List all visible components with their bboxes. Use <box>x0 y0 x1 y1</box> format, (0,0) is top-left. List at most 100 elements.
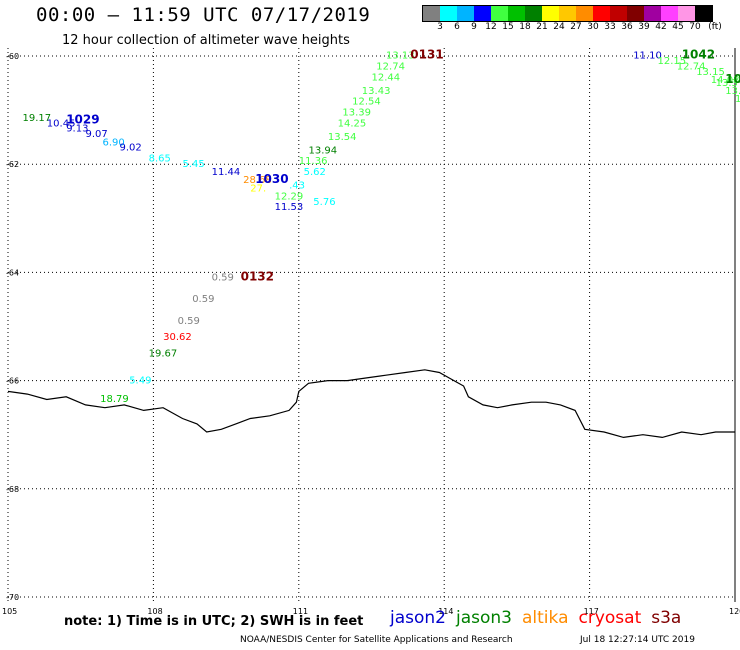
wave-height-reading: 11.44 <box>212 167 241 178</box>
page-subtitle: 12 hour collection of altimeter wave hei… <box>62 33 350 48</box>
scale-swatch <box>610 6 627 21</box>
footer-note: note: 1) Time is in UTC; 2) SWH is in fe… <box>64 614 364 629</box>
lon-label: 105 <box>2 607 17 616</box>
wave-height-reading: 12.44 <box>372 72 401 83</box>
wave-height-reading: 13.3 <box>716 78 738 89</box>
scale-swatch <box>695 6 712 21</box>
wave-height-reading: 14.25 <box>338 118 367 129</box>
lat-label: -62 <box>6 160 19 169</box>
lon-label: 117 <box>584 607 599 616</box>
scale-swatch <box>491 6 508 21</box>
scale-label: 6 <box>454 22 460 32</box>
lat-label: -66 <box>6 377 19 386</box>
wave-height-reading: 0.59 <box>192 294 214 305</box>
scale-label: 39 <box>638 22 650 32</box>
satellite-legend-item: jason3 <box>456 608 512 628</box>
satellite-legend: jason2 jason3 altika cryosat s3a <box>390 608 691 628</box>
footer-credit: NOAA/NESDIS Center for Satellite Applica… <box>240 635 513 645</box>
wave-height-reading: 11.36 <box>299 156 328 167</box>
lon-label: 114 <box>438 607 453 616</box>
track-id-label: 0131 <box>410 48 443 62</box>
lon-label: 108 <box>147 607 162 616</box>
scale-label: 27 <box>570 22 582 32</box>
wave-height-reading: 10.45 <box>47 118 76 129</box>
scale-swatch <box>644 6 661 21</box>
scale-swatch <box>440 6 457 21</box>
footer-timestamp: Jul 18 12:27:14 UTC 2019 <box>580 635 695 645</box>
scale-label: 18 <box>519 22 531 32</box>
wave-height-reading: 5.62 <box>304 167 326 178</box>
wave-height-reading: 14.08 <box>711 75 740 86</box>
scale-swatch <box>508 6 525 21</box>
wave-height-reading: 9.07 <box>86 129 108 140</box>
scale-swatch <box>593 6 610 21</box>
scale-label: 12 <box>485 22 497 32</box>
scale-swatch <box>576 6 593 21</box>
satellite-legend-item: jason2 <box>390 608 446 628</box>
wave-height-reading: 30.62 <box>163 332 192 343</box>
scale-swatch <box>559 6 576 21</box>
satellite-legend-item: cryosat <box>578 608 642 628</box>
scale-label: 15 <box>502 22 514 32</box>
wave-height-reading: 18.79 <box>100 394 129 405</box>
satellite-legend-item: s3a <box>651 608 682 628</box>
wave-height-reading: 13.78 <box>725 86 740 97</box>
wave-height-reading: 12. <box>735 94 740 105</box>
lon-label: 120 <box>729 607 740 616</box>
scale-label: 45 <box>672 22 684 32</box>
wave-height-reading: 13.13 <box>386 51 415 62</box>
lon-label: 111 <box>293 607 308 616</box>
scale-swatch <box>423 6 440 21</box>
wave-height-reading: 6.90 <box>103 137 125 148</box>
wave-height-reading: 12.15 <box>658 56 687 67</box>
track-id-label: 1029 <box>66 113 99 127</box>
wave-height-reading: 12.54 <box>352 97 381 108</box>
wave-height-reading: 0.59 <box>178 316 200 327</box>
wave-height-reading: 19.17 <box>23 113 52 124</box>
scale-label: 70 <box>689 22 701 32</box>
wave-height-reading: 11.10 <box>633 51 662 62</box>
scale-swatch <box>627 6 644 21</box>
wave-height-reading: 5.49 <box>129 375 151 386</box>
wave-height-reading: 8.65 <box>149 154 171 165</box>
scale-label: 9 <box>471 22 477 32</box>
page-title: 00:00 – 11:59 UTC 07/17/2019 <box>36 4 371 26</box>
wave-height-reading: 9.02 <box>120 143 142 154</box>
wave-height-reading: 13.94 <box>309 145 338 156</box>
scale-swatch <box>525 6 542 21</box>
lat-label: -64 <box>6 268 19 277</box>
scale-swatch <box>457 6 474 21</box>
wave-height-reading: 19.67 <box>149 348 178 359</box>
scale-label: 3 <box>437 22 443 32</box>
wave-height-reading: 13.54 <box>328 132 357 143</box>
wave-height-reading: 13.43 <box>362 86 391 97</box>
satellite-legend-item: altika <box>522 608 569 628</box>
scale-label: 30 <box>587 22 599 32</box>
wave-height-reading: 12.29 <box>275 191 304 202</box>
scale-unit: (ft) <box>708 22 722 32</box>
wave-height-reading: 0.59 <box>212 273 234 284</box>
wave-height-reading: 13.15 <box>696 67 725 78</box>
scale-swatch <box>474 6 491 21</box>
scale-swatch <box>661 6 678 21</box>
wave-height-reading: 11.53 <box>275 202 304 213</box>
wave-height-reading: 12.74 <box>677 62 706 73</box>
color-scale-bar <box>422 5 713 22</box>
track-id-label: 0132 <box>241 270 274 284</box>
scale-label: 42 <box>655 22 667 32</box>
antarctic-coastline <box>7 369 735 439</box>
scale-swatch <box>542 6 559 21</box>
lat-label: -60 <box>6 52 19 61</box>
wave-height-reading: 5.45 <box>183 159 205 170</box>
wave-height-reading: .43 <box>289 181 305 192</box>
scale-label: 24 <box>553 22 565 32</box>
wave-height-reading: 27. <box>250 183 266 194</box>
scale-label: 36 <box>621 22 633 32</box>
lat-label: -68 <box>6 485 19 494</box>
track-id-label: 1043 <box>725 72 740 86</box>
color-scale-labels: 3 6 9 12 15 18 21 24 27 30 33 36 39 42 45 70 (ft) <box>422 20 740 34</box>
track-id-label: 1030 <box>255 172 288 186</box>
lat-label: -70 <box>6 593 19 602</box>
scale-label: 33 <box>604 22 616 32</box>
